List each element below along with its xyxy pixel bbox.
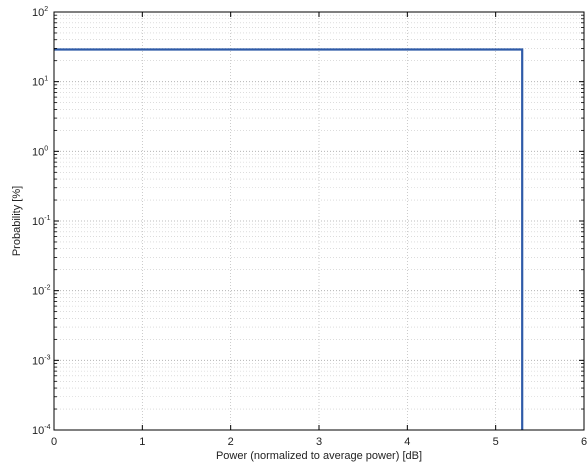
x-tick-label: 2 xyxy=(228,436,234,448)
x-axis-label: Power (normalized to average power) [dB] xyxy=(216,450,422,462)
y-tick-label: 100 xyxy=(32,145,48,158)
y-tick-base: 10 xyxy=(32,77,44,89)
y-tick-label: 10-1 xyxy=(32,215,51,228)
series-line xyxy=(54,48,524,430)
y-tick-base: 10 xyxy=(32,146,44,158)
x-tick-label: 4 xyxy=(404,436,410,448)
series-layer xyxy=(54,48,524,430)
y-tick-exponent: 1 xyxy=(44,76,48,83)
y-tick-exponent: 2 xyxy=(44,6,48,13)
x-tick-label: 5 xyxy=(493,436,499,448)
y-tick-exponent: -3 xyxy=(44,354,50,361)
y-tick-label: 10-4 xyxy=(32,424,51,437)
y-tick-exponent: -4 xyxy=(44,424,50,431)
y-axis-label: Probability [%] xyxy=(11,186,23,256)
x-tick-label: 6 xyxy=(581,436,587,448)
x-tick-label: 1 xyxy=(139,436,145,448)
y-tick-base: 10 xyxy=(32,425,44,437)
y-tick-base: 10 xyxy=(32,286,44,298)
y-tick-label: 102 xyxy=(32,6,48,19)
y-tick-exponent: 0 xyxy=(44,145,48,152)
y-tick-label: 10-2 xyxy=(32,285,51,298)
y-tick-base: 10 xyxy=(32,7,44,19)
y-tick-label: 10-3 xyxy=(32,354,51,367)
ticks xyxy=(53,11,585,431)
y-tick-exponent: -2 xyxy=(44,285,50,292)
x-tick-label: 3 xyxy=(316,436,322,448)
x-tick-labels: 0 1 2 3 4 5 6 xyxy=(51,436,587,448)
y-tick-exponent: -1 xyxy=(44,215,50,222)
grid xyxy=(54,12,584,430)
y-tick-base: 10 xyxy=(32,355,44,367)
y-tick-label: 101 xyxy=(32,76,48,89)
y-tick-base: 10 xyxy=(32,216,44,228)
x-tick-label: 0 xyxy=(51,436,57,448)
